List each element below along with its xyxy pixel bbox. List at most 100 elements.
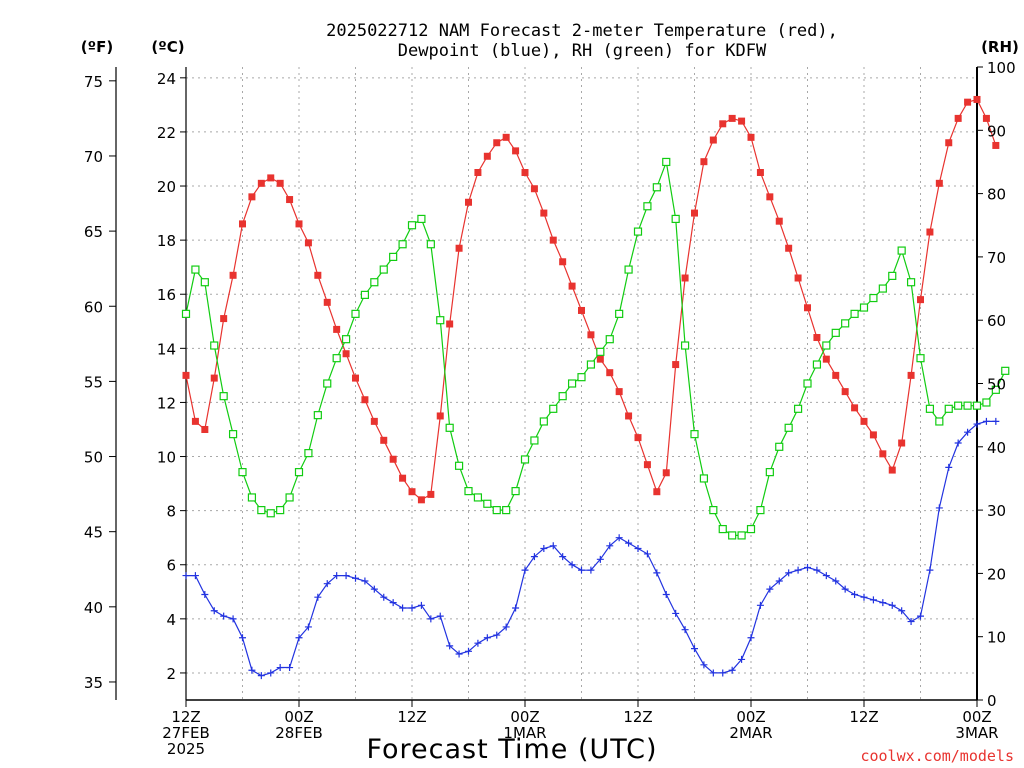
temperature-point: [436, 412, 444, 420]
temperature-point: [559, 258, 567, 266]
rh-tick-label: 70: [987, 249, 1006, 267]
rh-point: [407, 221, 417, 230]
chart-title-line2: Dewpoint (blue), RH (green) for KDFW: [398, 41, 767, 61]
temperature-point: [747, 133, 755, 141]
rh-point: [624, 265, 633, 274]
rh-point: [662, 157, 671, 167]
temperature-point: [493, 139, 501, 147]
temperature-point: [756, 169, 764, 176]
temperature-point: [239, 220, 246, 228]
rh-point: [812, 360, 822, 369]
rh-point: [699, 474, 709, 483]
rh-point: [285, 493, 294, 502]
fahrenheit-tick-label: 75: [84, 73, 103, 91]
dewpoint-point: [625, 539, 633, 547]
rh-point: [793, 404, 803, 413]
dewpoint-point: [286, 664, 294, 672]
dewpoint-point: [747, 634, 755, 642]
rh-tick-label: 100: [987, 59, 1016, 77]
fahrenheit-tick-label: 60: [84, 298, 103, 316]
temperature-point: [662, 469, 670, 477]
rh-point: [417, 214, 426, 224]
dewpoint-point: [813, 566, 821, 574]
temperature-point: [549, 236, 557, 244]
dewpoint-point: [568, 561, 576, 569]
dewpoint-point: [323, 580, 331, 588]
rh-point: [897, 246, 906, 255]
dewpoint-point: [427, 615, 435, 623]
temperature-point: [653, 488, 661, 496]
temperature-point: [728, 114, 736, 122]
x-tick-label: 00Z: [284, 708, 313, 726]
rh-point: [916, 354, 925, 363]
rh-tick-label: 60: [987, 312, 1006, 330]
dewpoint-point: [982, 417, 990, 425]
dewpoint-point: [408, 604, 416, 612]
x-tick-label: 12Z: [849, 708, 878, 726]
temperature-point: [210, 374, 218, 382]
rh-point: [944, 404, 953, 413]
rh-point: [615, 309, 624, 318]
temperature-point: [869, 431, 877, 439]
rh-point: [718, 524, 727, 534]
chart-title-line1: 2025022712 NAM Forecast 2-meter Temperat…: [326, 21, 838, 41]
temperature-point: [954, 114, 962, 122]
rh-point: [210, 341, 219, 350]
temperature-point: [578, 306, 585, 314]
dewpoint-point: [201, 591, 209, 598]
dewpoint-point: [530, 553, 538, 561]
temperature-point: [314, 271, 322, 279]
dewpoint-point: [248, 666, 256, 674]
temperature-point: [785, 244, 793, 252]
dewpoint-point: [483, 634, 491, 642]
temperature-point: [568, 282, 576, 290]
dewpoint-point: [512, 604, 520, 612]
dewpoint-point: [869, 596, 877, 604]
rh-point: [473, 493, 483, 502]
temperature-point: [276, 179, 284, 187]
dewpoint-point: [917, 612, 924, 620]
dewpoint-point: [954, 439, 962, 447]
rh-point: [652, 183, 661, 192]
rh-point: [341, 335, 351, 344]
rh-point: [530, 436, 539, 445]
temperature-point: [389, 455, 397, 463]
temperature-point: [926, 228, 934, 236]
temperature-point: [201, 425, 209, 433]
rh-tick-label: 20: [987, 565, 1006, 583]
temperature-point: [804, 304, 811, 312]
temperature-point: [304, 239, 312, 247]
dewpoint-point: [417, 601, 425, 609]
temperature-point: [229, 271, 237, 279]
dewpoint-point: [728, 666, 736, 674]
temperature-point: [502, 133, 510, 141]
rh-point: [567, 379, 577, 388]
temperature-point: [596, 355, 604, 363]
temperature-point: [380, 436, 388, 444]
rh-point: [454, 461, 464, 470]
rh-point: [332, 354, 341, 363]
rh-point: [906, 278, 916, 287]
temperature-point: [672, 361, 680, 369]
temperature-point: [248, 193, 256, 201]
temperature-point: [483, 152, 491, 160]
dewpoint-point: [559, 553, 567, 561]
temperature-point: [286, 196, 294, 204]
temperature-point: [615, 388, 623, 396]
dewpoint-point: [775, 577, 783, 585]
rh-point: [850, 309, 859, 318]
temperature-point: [606, 369, 614, 377]
rh-point: [426, 240, 435, 249]
rh-point: [596, 347, 605, 356]
dewpoint-point: [502, 623, 510, 631]
temperature-point: [465, 198, 472, 206]
dewpoint-point: [361, 577, 369, 585]
celsius-tick-label: 16: [157, 286, 176, 304]
chart-series: [181, 95, 1010, 680]
rh-point: [756, 506, 765, 515]
dewpoint-point: [841, 585, 849, 593]
dewpoint-point: [926, 566, 934, 574]
x-tick-label: 27FEB: [162, 724, 209, 742]
temperature-point: [973, 95, 981, 103]
x-tick-label: 28FEB: [275, 724, 322, 742]
